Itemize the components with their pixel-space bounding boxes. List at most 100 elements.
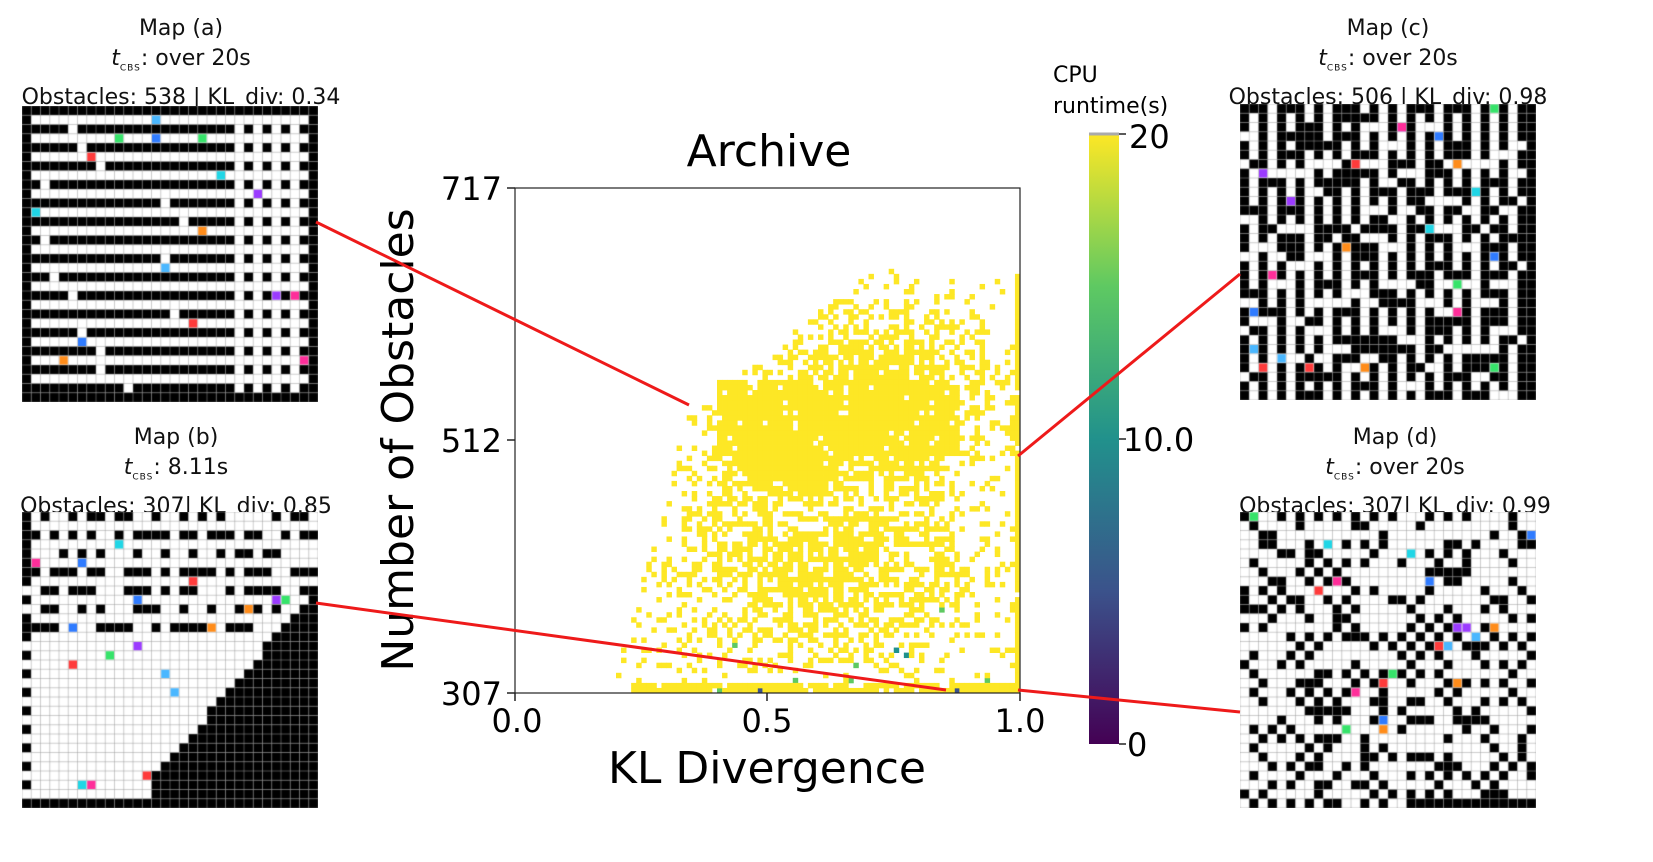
heatmap-cell xyxy=(727,470,733,477)
heatmap-cell xyxy=(787,647,794,653)
heatmap-cell xyxy=(1014,283,1021,290)
heatmap-cell xyxy=(908,334,915,340)
heatmap-cell xyxy=(752,430,758,436)
heatmap-cell xyxy=(838,682,844,689)
heatmap-cell xyxy=(727,647,733,653)
heatmap-cell xyxy=(939,450,945,457)
heatmap-cell xyxy=(848,516,854,522)
heatmap-cell xyxy=(762,445,768,451)
heatmap-cell xyxy=(1014,379,1021,386)
heatmap-cell xyxy=(742,576,748,583)
heatmap-cell xyxy=(893,390,900,396)
heatmap-cell xyxy=(908,415,915,421)
heatmap-cell xyxy=(686,455,693,462)
heatmap-cell xyxy=(919,405,925,411)
heatmap-cell xyxy=(858,374,864,381)
heatmap-cell xyxy=(888,440,895,446)
heatmap-cell xyxy=(691,607,698,613)
heatmap-cell xyxy=(828,551,834,558)
heatmap-cell xyxy=(747,460,753,467)
heatmap-cell xyxy=(752,395,758,401)
heatmap-cell xyxy=(823,541,829,547)
heatmap-cell xyxy=(934,440,940,446)
heatmap-cell xyxy=(696,531,703,537)
heatmap-cell xyxy=(661,571,667,578)
heatmap-cell xyxy=(661,617,667,623)
heatmap-cell xyxy=(767,400,773,406)
heatmap-cell xyxy=(747,546,753,552)
heatmap-cell xyxy=(878,425,885,431)
heatmap-cell xyxy=(848,309,854,315)
heatmap-cell xyxy=(828,304,834,310)
heatmap-cell xyxy=(853,369,859,376)
heatmap-cell xyxy=(969,309,975,315)
heatmap-cell xyxy=(656,687,662,694)
heatmap-cell xyxy=(924,374,930,381)
heatmap-cell xyxy=(797,592,804,598)
heatmap-cell xyxy=(807,491,814,497)
heatmap-cell xyxy=(787,602,794,608)
heatmap-cell xyxy=(762,546,768,552)
heatmap-cell xyxy=(676,682,683,689)
heatmap-cell xyxy=(742,491,748,497)
heatmap-cell xyxy=(772,405,778,411)
heatmap-cell xyxy=(939,420,945,426)
heatmap-cell xyxy=(666,536,672,542)
heatmap-cell xyxy=(873,556,879,563)
heatmap-cell xyxy=(792,556,799,563)
heatmap-cell xyxy=(631,617,637,623)
heatmap-cell xyxy=(691,647,698,653)
heatmap-cell xyxy=(999,581,1006,588)
heatmap-cell xyxy=(994,612,1001,618)
heatmap-cell xyxy=(772,420,778,426)
heatmap-cell xyxy=(787,637,794,643)
heatmap-cell xyxy=(984,571,991,578)
heatmap-cell xyxy=(691,561,698,568)
heatmap-cell xyxy=(757,425,763,431)
heatmap-cell xyxy=(752,480,758,487)
heatmap-cell xyxy=(1014,586,1021,593)
heatmap-cell xyxy=(807,364,814,371)
heatmap-cell xyxy=(787,440,794,446)
heatmap-cell xyxy=(706,526,713,532)
heatmap-cell xyxy=(1014,435,1021,441)
heatmap-cell xyxy=(863,571,869,578)
heatmap-cell xyxy=(661,682,667,689)
heatmap-cell xyxy=(787,425,794,431)
heatmap-cell xyxy=(919,607,925,613)
map-d-title: Map (d) xyxy=(1352,425,1438,450)
heatmap-cell xyxy=(747,400,753,406)
heatmap-cell xyxy=(868,470,874,477)
heatmap-cell xyxy=(868,556,874,563)
heatmap-cell xyxy=(797,420,804,426)
heatmap-cell xyxy=(752,602,758,608)
heatmap-cell xyxy=(898,329,905,335)
heatmap-cell xyxy=(812,475,819,482)
heatmap-cell xyxy=(762,455,768,462)
heatmap-cell xyxy=(863,374,869,381)
heatmap-cell xyxy=(782,465,789,472)
heatmap-cell xyxy=(782,531,789,537)
heatmap-cell xyxy=(924,430,930,436)
heatmap-cell xyxy=(848,364,854,371)
heatmap-cell xyxy=(752,400,758,406)
heatmap-cell xyxy=(1004,647,1011,653)
heatmap-cell xyxy=(1014,349,1021,356)
heatmap-cell xyxy=(722,566,728,573)
heatmap-cell xyxy=(1014,359,1021,366)
heatmap-cell xyxy=(823,359,829,366)
heatmap-cell xyxy=(949,531,955,537)
heatmap-cell xyxy=(924,445,930,451)
heatmap-cell xyxy=(782,617,789,623)
heatmap-cell xyxy=(999,521,1006,527)
heatmap-cell xyxy=(823,657,829,664)
heatmap-cell xyxy=(843,379,849,386)
heatmap-cell xyxy=(893,561,900,568)
heatmap-cell xyxy=(807,637,814,643)
heatmap-cell xyxy=(959,571,965,578)
heatmap-cell xyxy=(691,617,698,623)
heatmap-cell xyxy=(893,405,900,411)
heatmap-cell xyxy=(1004,374,1011,381)
heatmap-cell xyxy=(913,465,920,472)
heatmap-cell xyxy=(969,445,975,451)
